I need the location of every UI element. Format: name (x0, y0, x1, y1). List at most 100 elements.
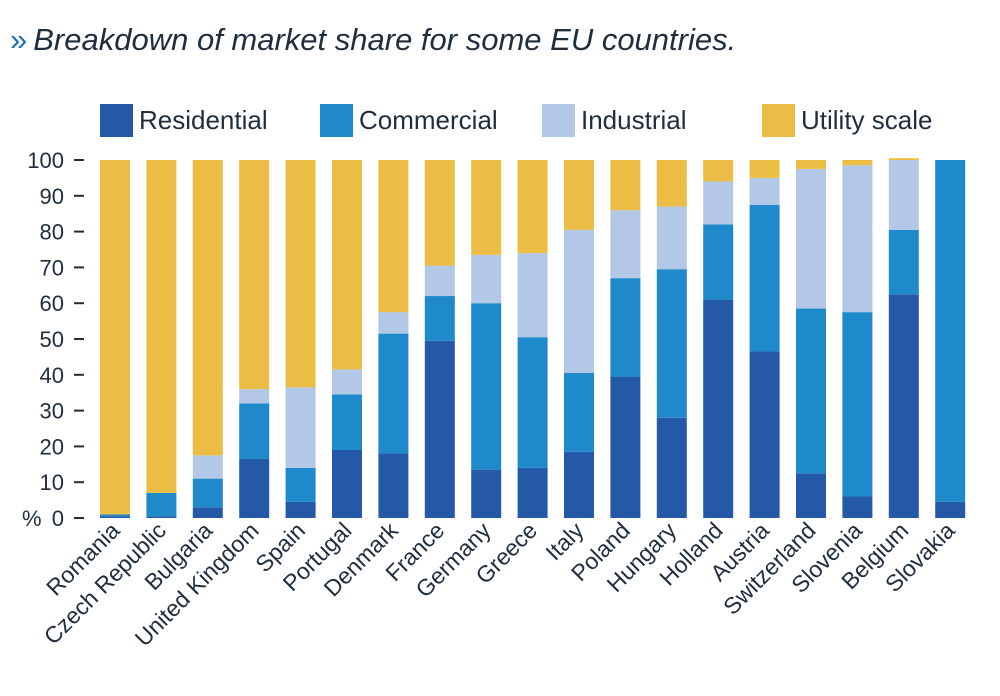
bar-segment-commercial (424, 296, 455, 341)
bar-italy (564, 160, 594, 518)
y-tick-label: 80 (40, 220, 64, 245)
bar-segment-utility-scale (656, 160, 687, 207)
bar-segment-commercial (656, 269, 687, 418)
legend-swatch (762, 103, 795, 137)
bar-segment-commercial (888, 229, 919, 295)
y-axis-unit-label: % (22, 506, 42, 531)
bar-denmark (378, 160, 409, 518)
bar-segment-commercial (935, 160, 966, 502)
legend-swatch (320, 103, 353, 137)
bar-france (424, 160, 455, 518)
bar-segment-utility-scale (842, 160, 873, 166)
bar-segment-utility-scale (332, 160, 362, 370)
bar-segment-commercial (239, 403, 270, 459)
bar-segment-utility-scale (517, 160, 548, 254)
bar-switzerland (796, 160, 826, 518)
bar-segment-residential (749, 351, 780, 518)
bar-segment-residential (656, 417, 687, 518)
bar-segment-industrial (796, 168, 826, 309)
y-tick-label: 70 (40, 255, 64, 280)
chart-title-text: Breakdown of market share for some EU co… (33, 22, 737, 57)
bar-slovenia (842, 160, 873, 518)
bar-segment-residential (842, 496, 873, 518)
bar-segment-industrial (424, 265, 455, 297)
bar-romania (100, 160, 130, 518)
bar-segment-industrial (749, 177, 780, 205)
legend-item-commercial: Commercial (320, 103, 498, 137)
bar-segment-commercial (610, 278, 641, 377)
legend-swatch (542, 103, 575, 137)
bar-segment-residential (517, 467, 548, 518)
bar-segment-utility-scale (239, 160, 270, 390)
y-tick-label: 30 (40, 399, 64, 424)
bar-segment-commercial (146, 492, 177, 517)
bar-segment-residential (239, 458, 270, 518)
bars (100, 158, 966, 518)
bar-poland (610, 160, 641, 518)
legend-item-utility-scale: Utility scale (762, 103, 932, 137)
y-tick-label: 40 (40, 363, 64, 388)
bar-belgium (888, 158, 919, 518)
legend-item-industrial: Industrial (542, 103, 687, 137)
bar-segment-residential (192, 507, 223, 518)
bar-united-kingdom (239, 160, 270, 518)
bar-segment-utility-scale (564, 160, 594, 230)
y-tick-label: 0 (52, 506, 64, 531)
bar-austria (749, 160, 780, 518)
bar-segment-residential (378, 453, 409, 518)
bar-segment-utility-scale (146, 160, 177, 493)
bar-segment-commercial (285, 467, 316, 502)
chart-title: » Breakdown of market share for some EU c… (10, 22, 736, 58)
bar-segment-industrial (471, 254, 502, 304)
bar-portugal (332, 160, 362, 518)
y-tick-label: 20 (40, 434, 64, 459)
bar-segment-industrial (239, 389, 270, 404)
bar-segment-utility-scale (703, 160, 734, 182)
legend-label: Commercial (359, 104, 498, 135)
bar-segment-industrial (842, 165, 873, 313)
bar-segment-industrial (285, 387, 316, 468)
bar-segment-industrial (378, 312, 409, 334)
bar-segment-residential (703, 299, 734, 518)
bar-segment-commercial (332, 394, 362, 450)
bar-segment-industrial (656, 206, 687, 270)
legend: Residential Commercial Industrial Utility s… (100, 103, 980, 137)
bar-segment-commercial (796, 308, 826, 474)
bar-segment-utility-scale (192, 160, 223, 456)
bar-segment-utility-scale (100, 160, 130, 515)
y-tick-label: 90 (40, 184, 64, 209)
bar-segment-utility-scale (610, 160, 641, 211)
bar-segment-utility-scale (471, 160, 502, 255)
legend-swatch (100, 103, 133, 137)
bar-segment-residential (935, 501, 966, 518)
bar-segment-industrial (610, 210, 641, 279)
bar-bulgaria (192, 160, 223, 518)
bar-segment-utility-scale (378, 160, 409, 313)
bar-segment-residential (424, 340, 455, 518)
bar-segment-residential (100, 516, 130, 518)
bar-holland (703, 160, 734, 518)
y-tick-label: 10 (40, 470, 64, 495)
bar-segment-residential (471, 469, 502, 518)
bar-segment-industrial (703, 181, 734, 225)
bar-segment-commercial (749, 204, 780, 352)
bar-spain (285, 160, 316, 518)
bar-segment-residential (332, 449, 362, 518)
bar-segment-utility-scale (749, 160, 780, 178)
bar-segment-industrial (517, 253, 548, 338)
y-tick-label: 100 (27, 148, 64, 173)
bar-segment-utility-scale (888, 158, 919, 160)
bar-segment-commercial (378, 333, 409, 454)
bar-segment-commercial (471, 303, 502, 470)
bar-segment-residential (564, 451, 594, 518)
bar-segment-residential (285, 501, 316, 518)
bar-segment-commercial (100, 514, 130, 517)
bar-segment-commercial (517, 337, 548, 468)
bar-segment-residential (610, 376, 641, 518)
bar-segment-utility-scale (424, 160, 455, 266)
bar-greece (517, 160, 548, 518)
bar-segment-commercial (192, 478, 223, 508)
legend-item-residential: Residential (100, 103, 268, 137)
